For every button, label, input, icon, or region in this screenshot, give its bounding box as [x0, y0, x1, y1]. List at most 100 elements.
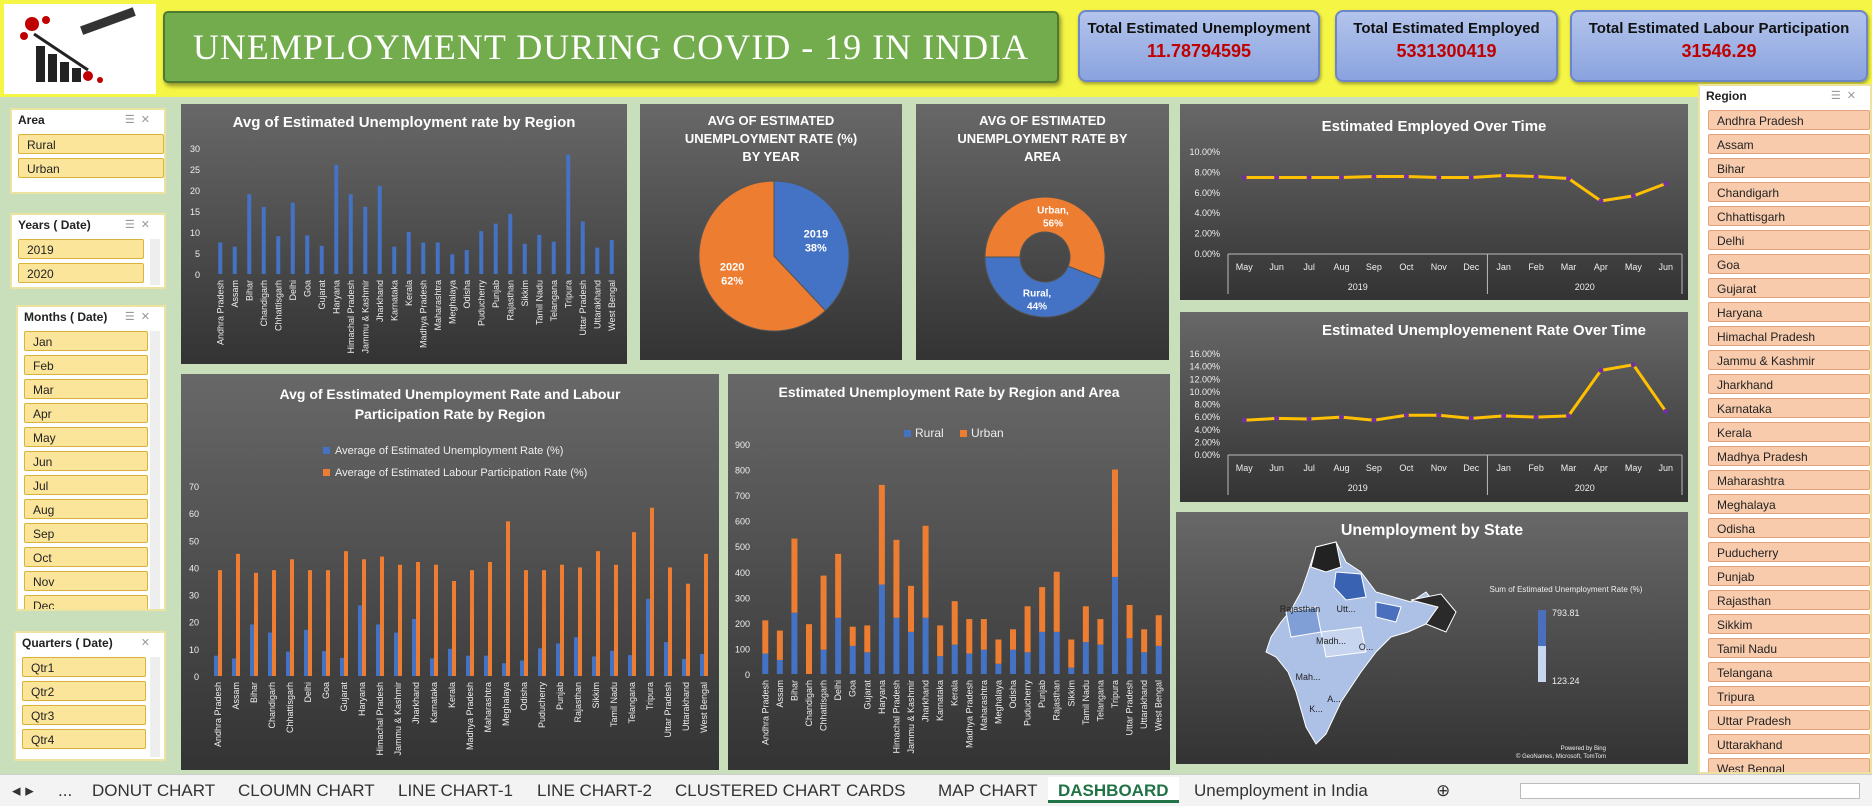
slicer-item[interactable]: Kerala: [1708, 422, 1870, 442]
slicer-item[interactable]: Andhra Pradesh: [1708, 110, 1870, 130]
sheet-tab[interactable]: Unemployment in India: [1194, 781, 1368, 800]
slicer-item[interactable]: Apr: [24, 403, 148, 423]
slicer-item[interactable]: Karnataka: [1708, 398, 1870, 418]
slicer-item[interactable]: Bihar: [1708, 158, 1870, 178]
slicer-item[interactable]: Jan: [24, 331, 148, 351]
filter-icon[interactable]: ☰✕: [1830, 90, 1862, 102]
stacked-svg: Rural Urban 0 100 200 300 400 500 600 700 800 900 An…: [735, 426, 1164, 754]
sheet-tab[interactable]: MAP CHART: [938, 781, 1038, 800]
sheet-tab[interactable]: CLOUMN CHART: [238, 781, 375, 800]
tab-nav-arrows-icon[interactable]: ◂ ▸: [12, 781, 34, 800]
y-tick-label: 14.00%: [1189, 362, 1220, 372]
sheet-tab[interactable]: LINE CHART-1: [398, 781, 513, 800]
x-tick-label: Rajasthan: [573, 682, 583, 723]
card-label: Total Estimated Unemployment: [1087, 20, 1311, 37]
scrollbar[interactable]: [150, 657, 160, 757]
filter-icon[interactable]: ☰✕: [124, 219, 156, 231]
x-tick-label: Maharashtra: [483, 682, 493, 733]
y-tick-label: 16.00%: [1189, 349, 1220, 359]
slicer-item[interactable]: Qtr2: [22, 681, 146, 701]
filter-icon[interactable]: ☰✕: [124, 114, 156, 126]
slicer-item[interactable]: Telangana: [1708, 662, 1870, 682]
slicer-item[interactable]: Puducherry: [1708, 542, 1870, 562]
slicer-item[interactable]: West Bengal: [1708, 758, 1870, 772]
x-tick-label: May: [1625, 262, 1643, 272]
slicer-item[interactable]: Uttar Pradesh: [1708, 710, 1870, 730]
slicer-item[interactable]: 2019: [18, 239, 144, 259]
horizontal-scrollbar[interactable]: [1520, 783, 1860, 799]
x-tick-label: Delhi: [833, 680, 843, 701]
x-tick-label: Goa: [321, 682, 331, 699]
bar: [430, 658, 434, 676]
sheet-tab[interactable]: ...: [58, 781, 73, 800]
bar: [664, 642, 668, 676]
sheet-tab[interactable]: CARDS: [846, 781, 906, 800]
y-tick-label: 200: [735, 619, 750, 629]
map-legend-min: 123.24: [1552, 676, 1580, 686]
slicer-item[interactable]: Rural: [18, 134, 164, 154]
point: [1339, 414, 1344, 420]
slicer-item[interactable]: Gujarat: [1708, 278, 1870, 298]
bar: [776, 659, 783, 674]
slicer-item[interactable]: Delhi: [1708, 230, 1870, 250]
slicer-item[interactable]: Mar: [24, 379, 148, 399]
y-tick-label: 10.00%: [1189, 387, 1220, 397]
sheet-tab[interactable]: LINE CHART-2: [537, 781, 652, 800]
region-bar-svg: 0 5 10 15 20 25 30 Andhra Pradesh Assam Bihar Chan…: [190, 144, 617, 354]
point: [1371, 173, 1377, 179]
slicer-item[interactable]: Feb: [24, 355, 148, 375]
chart-title: Avg of Esstimated Unemployment Rate and …: [279, 386, 621, 422]
slicer-item[interactable]: Jul: [24, 475, 148, 495]
slicer-item[interactable]: Haryana: [1708, 302, 1870, 322]
slicer-item[interactable]: Tamil Nadu: [1708, 638, 1870, 658]
bar: [435, 242, 440, 274]
slicer-item[interactable]: Chandigarh: [1708, 182, 1870, 202]
slicer-item[interactable]: Jharkhand: [1708, 374, 1870, 394]
slicer-item[interactable]: Madhya Pradesh: [1708, 446, 1870, 466]
slicer-item[interactable]: Qtr1: [22, 657, 146, 677]
bar: [762, 653, 769, 674]
x-tick-label: Mar: [1561, 463, 1577, 473]
slicer-item[interactable]: Jammu & Kashmir: [1708, 350, 1870, 370]
slicer-item[interactable]: Punjab: [1708, 566, 1870, 586]
slicer-item[interactable]: Chhattisgarh: [1708, 206, 1870, 226]
slicer-item[interactable]: Rajasthan: [1708, 590, 1870, 610]
sheet-tab[interactable]: DONUT CHART: [92, 781, 216, 800]
bar: [308, 570, 312, 676]
slicer-item[interactable]: Tripura: [1708, 686, 1870, 706]
scrollbar[interactable]: [150, 331, 160, 609]
slicer-item[interactable]: Assam: [1708, 134, 1870, 154]
y-tick-label: 40: [189, 563, 199, 573]
filter-icon[interactable]: ☰✕: [124, 311, 156, 323]
scrollbar[interactable]: [150, 239, 160, 285]
bar: [1010, 629, 1016, 650]
map-svg: Rajasthan Utt... Madh... Mah... O... K... A...…: [1265, 541, 1643, 760]
x-tick-label: Sep: [1366, 262, 1382, 272]
slicer-item[interactable]: Meghalaya: [1708, 494, 1870, 514]
slicer-item[interactable]: May: [24, 427, 148, 447]
sheet-tab[interactable]: DASHBOARD: [1048, 777, 1179, 803]
slicer-item[interactable]: Himachal Pradesh: [1708, 326, 1870, 346]
slicer-item[interactable]: Goa: [1708, 254, 1870, 274]
slicer-item[interactable]: Sep: [24, 523, 148, 543]
chart-region-bar: Avg of Estimated Unemployment rate by Re…: [181, 104, 627, 364]
slicer-item[interactable]: Odisha: [1708, 518, 1870, 538]
slicer-item[interactable]: Oct: [24, 547, 148, 567]
slicer-item[interactable]: Qtr3: [22, 705, 146, 725]
slicer-item[interactable]: Sikkim: [1708, 614, 1870, 634]
sheet-tab[interactable]: CLUSTERED CHART: [675, 781, 841, 800]
slicer-item[interactable]: Dec: [24, 595, 148, 609]
slicer-item[interactable]: Aug: [24, 499, 148, 519]
slicer-item[interactable]: Qtr4: [22, 729, 146, 749]
add-sheet-icon[interactable]: ⊕: [1436, 781, 1451, 800]
x-tick-label: Kerala: [404, 280, 414, 306]
slicer-item[interactable]: Urban: [18, 158, 164, 178]
slicer-item[interactable]: Jun: [24, 451, 148, 471]
slicer-item[interactable]: 2020: [18, 263, 144, 283]
slicer-item[interactable]: Maharashtra: [1708, 470, 1870, 490]
slicer-item[interactable]: Nov: [24, 571, 148, 591]
slicer-item[interactable]: Uttarakhand: [1708, 734, 1870, 754]
y-tick-label: 600: [735, 517, 750, 527]
filter-icon[interactable]: ✕: [140, 637, 156, 649]
bar: [646, 598, 650, 676]
